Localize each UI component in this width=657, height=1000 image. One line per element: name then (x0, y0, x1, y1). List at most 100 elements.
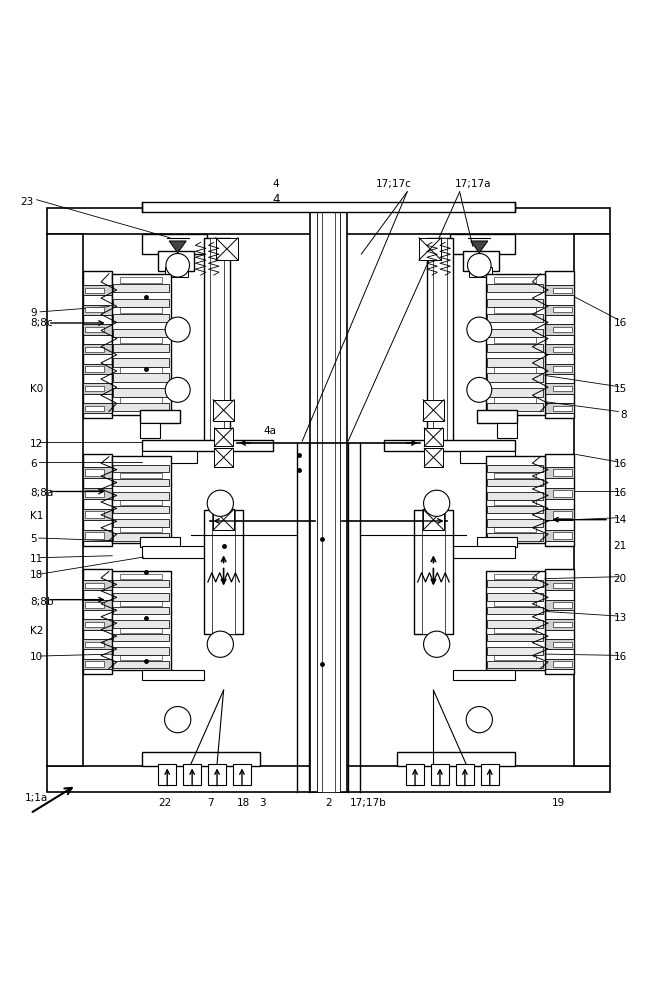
Bar (114, 403, 170, 411)
Bar (114, 620, 170, 628)
Bar (487, 492, 543, 500)
Bar (85, 469, 104, 476)
Text: 16: 16 (614, 318, 627, 328)
Bar (419, 238, 442, 260)
Circle shape (207, 631, 233, 657)
Bar (114, 506, 170, 513)
Bar (317, 205, 340, 792)
Bar (450, 234, 515, 254)
Bar (553, 532, 572, 539)
Bar (120, 574, 162, 579)
Bar (481, 764, 499, 785)
Text: 18: 18 (30, 570, 43, 580)
Bar (545, 344, 574, 354)
Text: 12: 12 (30, 439, 43, 449)
Bar (463, 251, 499, 271)
Bar (114, 533, 170, 541)
Bar (487, 620, 543, 628)
Bar (85, 583, 104, 588)
Bar (142, 234, 207, 254)
Circle shape (424, 490, 450, 516)
Bar (85, 532, 104, 539)
Circle shape (166, 253, 189, 277)
Bar (158, 764, 176, 785)
Text: 17;17b: 17;17b (350, 798, 386, 808)
Text: 20: 20 (614, 574, 627, 584)
Text: 16: 16 (614, 652, 627, 662)
Bar (545, 488, 574, 499)
Bar (47, 208, 610, 234)
Text: K1: K1 (30, 511, 43, 521)
Bar (478, 410, 516, 423)
Text: 5: 5 (30, 534, 37, 544)
Bar (83, 285, 112, 295)
Circle shape (166, 317, 190, 342)
Bar (460, 451, 515, 463)
Bar (213, 400, 234, 421)
Text: 14: 14 (614, 515, 627, 525)
Bar (495, 337, 536, 343)
Bar (85, 386, 104, 391)
Bar (212, 510, 235, 634)
Bar (120, 397, 162, 403)
Bar (112, 456, 171, 543)
Bar (487, 329, 543, 337)
Bar (423, 509, 444, 530)
Bar (450, 546, 515, 558)
Bar (120, 307, 162, 313)
Bar (120, 473, 162, 478)
Bar (114, 344, 170, 352)
Bar (83, 530, 112, 541)
Bar (431, 764, 449, 785)
Bar (545, 509, 574, 520)
Circle shape (424, 631, 450, 657)
Text: K2: K2 (30, 626, 43, 636)
Text: 16: 16 (614, 459, 627, 469)
Bar (204, 238, 230, 448)
Bar (487, 479, 543, 486)
Text: 4: 4 (272, 193, 280, 206)
Bar (208, 764, 226, 785)
Text: 1;1a: 1;1a (25, 793, 49, 803)
Bar (545, 659, 574, 669)
Bar (114, 519, 170, 527)
Bar (487, 607, 543, 614)
Bar (114, 465, 170, 472)
Bar (553, 288, 572, 293)
Bar (487, 373, 543, 382)
Bar (83, 659, 112, 669)
Bar (233, 764, 251, 785)
Bar (114, 329, 170, 337)
Bar (486, 274, 545, 415)
Text: 4a: 4a (263, 426, 276, 436)
Bar (545, 364, 574, 374)
Bar (453, 670, 515, 680)
Text: 21: 21 (614, 541, 627, 551)
Bar (120, 367, 162, 373)
Bar (487, 299, 543, 307)
Bar (545, 580, 574, 590)
Bar (397, 752, 515, 766)
Bar (85, 602, 104, 608)
Bar (85, 490, 104, 497)
Bar (545, 324, 574, 335)
Bar (553, 366, 572, 372)
Bar (422, 510, 445, 634)
Bar (456, 764, 474, 785)
Bar (553, 622, 572, 627)
Bar (406, 764, 424, 785)
Bar (83, 619, 112, 630)
Bar (85, 511, 104, 518)
Bar (183, 764, 201, 785)
Text: 18: 18 (237, 798, 250, 808)
Bar (142, 670, 204, 680)
Bar (487, 593, 543, 601)
Bar (83, 305, 112, 315)
Bar (487, 358, 543, 367)
Bar (553, 347, 572, 352)
Bar (83, 600, 112, 610)
Bar (83, 364, 112, 374)
Bar (545, 285, 574, 295)
Bar (553, 642, 572, 647)
Bar (434, 238, 447, 448)
